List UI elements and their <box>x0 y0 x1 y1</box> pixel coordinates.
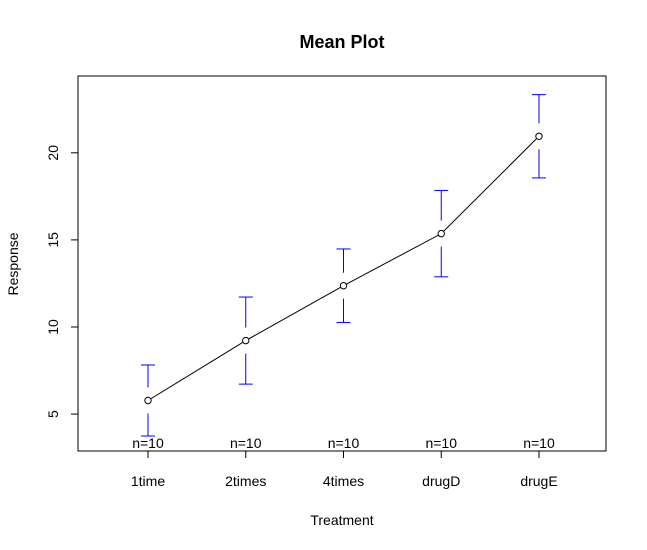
n-label: n=10 <box>132 435 164 451</box>
y-tick-label: 15 <box>45 232 61 248</box>
mean-point <box>242 336 250 345</box>
series-group <box>141 94 546 437</box>
x-tick-label: drugD <box>422 473 460 489</box>
x-tick-label: 4times <box>323 473 364 489</box>
y-tick-label: 5 <box>45 410 61 418</box>
y-axis-label: Response <box>5 232 21 295</box>
n-labels-group: n=10 n=10 n=10 n=10 n=10 <box>132 435 555 451</box>
mean-point <box>437 229 445 238</box>
x-tick-label: drugE <box>520 473 557 489</box>
n-label: n=10 <box>523 435 555 451</box>
y-tick-label: 20 <box>45 145 61 161</box>
y-axis: 5 10 15 20 <box>45 145 79 418</box>
mean-point <box>535 132 543 140</box>
x-axis-label: Treatment <box>310 512 373 528</box>
x-tick-label: 1time <box>131 473 165 489</box>
x-axis: 1time 2times 4times drugD drugE <box>131 450 558 489</box>
chart-title: Mean Plot <box>299 32 384 52</box>
y-tick-label: 10 <box>45 319 61 335</box>
n-label: n=10 <box>425 435 457 451</box>
mean-point <box>144 396 152 405</box>
x-tick-label: 2times <box>225 473 266 489</box>
mean-point <box>339 282 348 290</box>
n-label: n=10 <box>328 435 360 451</box>
n-label: n=10 <box>230 435 262 451</box>
